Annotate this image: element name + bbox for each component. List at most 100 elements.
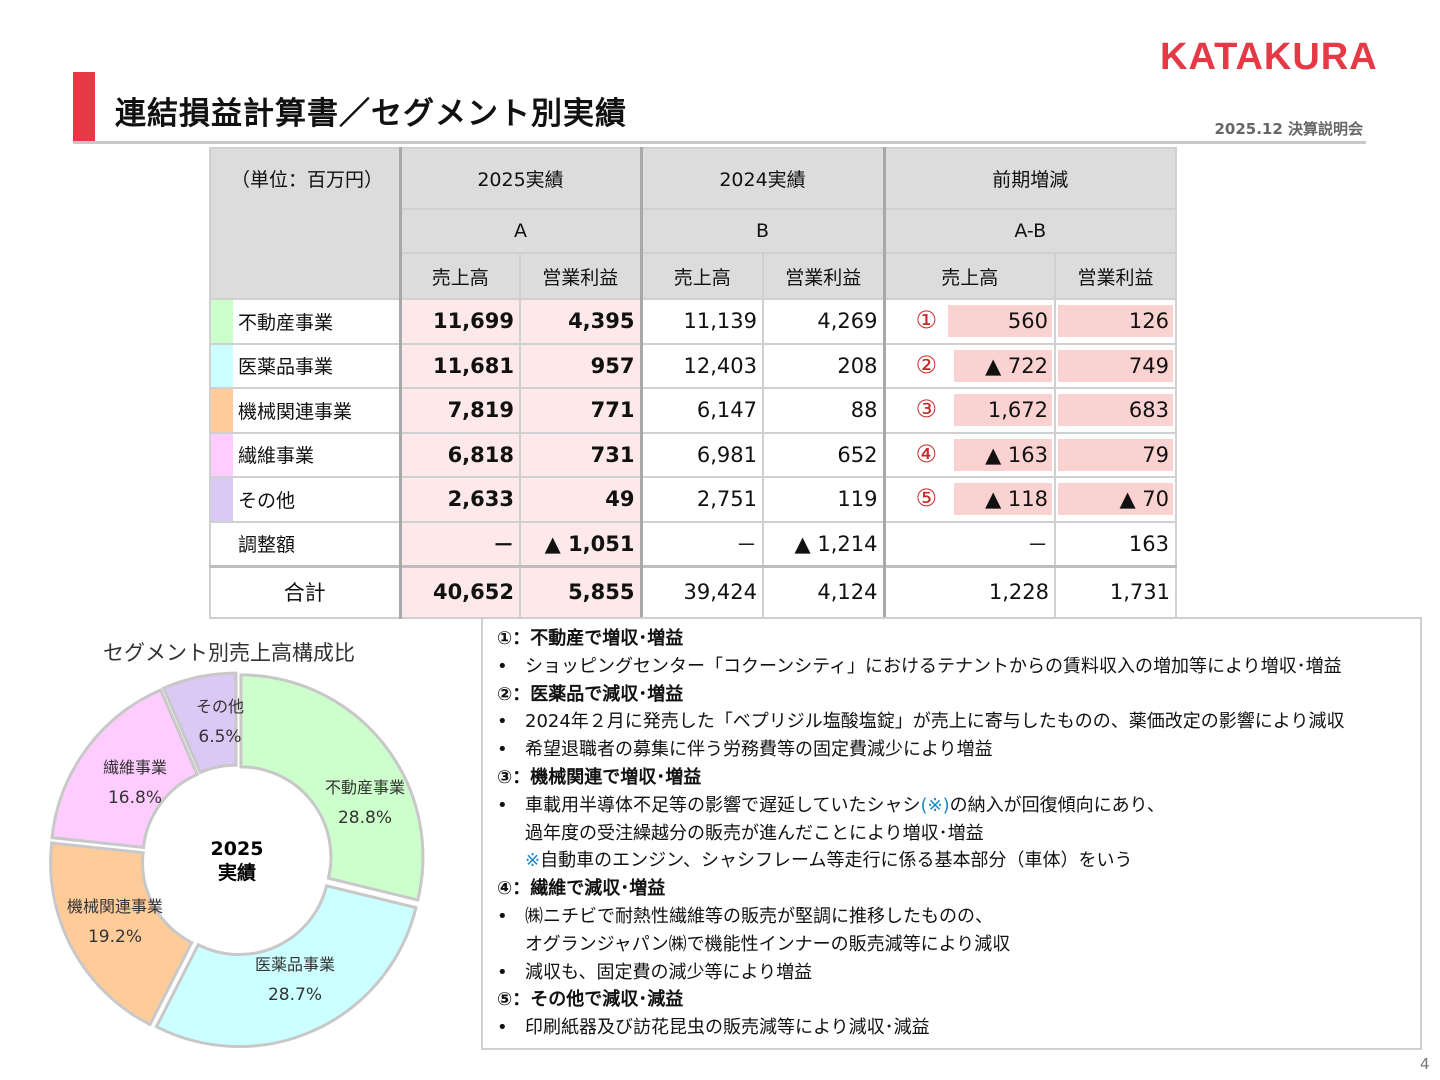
value-cell: 79	[1054, 431, 1177, 478]
note-bullet: ㈱ニチビで耐熱性繊維等の販売が堅調に推移したものの、	[497, 903, 1420, 931]
slice-percent-label: 28.7%	[268, 985, 322, 1005]
value-cell: 4,269	[762, 298, 885, 345]
value-cell: 4,395	[519, 298, 642, 345]
donut-center-label: 実績	[218, 861, 256, 884]
value-cell: 163	[1054, 520, 1177, 567]
value-cell: ▲ 70	[1054, 476, 1177, 523]
note-heading: ①：不動産で増収･増益	[497, 628, 684, 649]
note-marker: ③	[915, 395, 938, 423]
slice-percent-label: 16.8%	[108, 788, 162, 808]
slice-category-label: 繊維事業	[103, 758, 167, 777]
value-cell: 652	[762, 431, 885, 478]
value-cell: －	[882, 520, 1056, 567]
subgroup-header: A	[398, 208, 642, 254]
table-row: 不動産事業 11,699 4,395 11,139 4,269 ① 560 126	[209, 298, 1177, 345]
katakura-logo: KATAKURA	[1160, 36, 1378, 78]
page-number: 4	[1420, 1055, 1430, 1073]
value-cell: 11,699	[398, 298, 521, 345]
value-cell: ① 560	[882, 298, 1056, 345]
table-row: 調整額－ ▲ 1,051 － ▲ 1,214 － 163	[209, 520, 1177, 567]
column-header: 売上高	[882, 252, 1056, 300]
table-row: 繊維事業 6,818 731 6,981 652 ④ ▲ 163 79	[209, 431, 1177, 478]
slice-percent-label: 19.2%	[88, 927, 142, 947]
slice-percent-label: 28.8%	[338, 808, 392, 828]
column-header: 営業利益	[762, 252, 885, 300]
slice-percent-label: 6.5%	[198, 727, 241, 747]
table-row: 医薬品事業 11,681 957 12,403 208 ② ▲ 722 749	[209, 342, 1177, 389]
segment-color-swatch	[209, 431, 233, 478]
donut-slice-3	[50, 688, 200, 850]
segment-label: 機械関連事業	[233, 387, 401, 434]
segment-label: その他	[233, 476, 401, 523]
subgroup-header: B	[639, 208, 885, 254]
value-cell: ④ ▲ 163	[882, 431, 1056, 478]
subgroup-header: A-B	[882, 208, 1177, 254]
column-header: 営業利益	[1054, 252, 1177, 300]
total-row: 合計 40,652 5,855 39,424 4,124 1,228 1,731	[209, 565, 1177, 619]
segment-label: 繊維事業	[233, 431, 401, 478]
value-cell: 6,818	[398, 431, 521, 478]
footnote: ※自動車のエンジン、シャシフレーム等走行に係る基本部分（車体）をいう	[525, 850, 1133, 872]
note-bullet: 車載用半導体不足等の影響で遅延していたシャシ(※)の納入が回復傾向にあり、	[497, 792, 1420, 820]
total-label: 合計	[209, 565, 401, 619]
value-cell: 49	[519, 476, 642, 523]
value-cell: 119	[762, 476, 885, 523]
segment-sales-donut-chart: 不動産事業 28.8% 医薬品事業 28.7% 機械関連事業 19.2% 繊維事業 16.8%…	[49, 671, 425, 1049]
value-cell: －	[639, 520, 764, 567]
note-bullet: ショッピングセンター「コクーンシティ」におけるテナントからの賃料収入の増加等によ…	[497, 653, 1420, 681]
value-cell: ▲ 1,214	[762, 520, 885, 567]
value-cell: 749	[1054, 342, 1177, 389]
donut-slice-0	[239, 673, 425, 902]
note-heading: ②：医薬品で減収･増益	[497, 683, 684, 705]
note-marker: ④	[915, 439, 938, 468]
slice-category-label: 機械関連事業	[67, 897, 163, 916]
value-cell: 731	[519, 431, 642, 478]
value-cell: 6,147	[639, 387, 764, 434]
column-header: 営業利益	[519, 252, 642, 300]
value-cell: ▲ 1,051	[519, 520, 642, 567]
value-cell: 126	[1054, 298, 1177, 345]
total-value: 40,652	[398, 565, 521, 619]
group-header: 2025実績	[398, 147, 642, 210]
note-heading: ③：機械関連で増収･増益	[497, 766, 702, 788]
segment-color-swatch	[209, 298, 233, 345]
note-bullet: 減収も、固定費の減少等により増益	[497, 959, 1420, 987]
slice-category-label: 不動産事業	[325, 778, 405, 797]
total-value: 4,124	[762, 565, 885, 619]
note-bullet: 印刷紙器及び訪花昆虫の販売減等により減収･減益	[497, 1014, 1420, 1042]
slice-category-label: その他	[196, 697, 244, 716]
value-cell: ⑤ ▲ 118	[882, 476, 1056, 523]
title-accent-bar	[73, 72, 95, 141]
total-value: 1,731	[1054, 565, 1177, 619]
segment-color-swatch	[209, 387, 233, 434]
donut-center-label: 2025	[211, 838, 264, 860]
event-label: 2025.12 決算説明会	[1214, 120, 1363, 138]
value-cell: 2,751	[639, 476, 764, 523]
table-row: 機械関連事業 7,819 771 6,147 88 ③ 1,672 683	[209, 387, 1177, 434]
value-cell: 11,139	[639, 298, 764, 345]
segment-color-swatch	[209, 520, 233, 567]
value-cell: 12,403	[639, 342, 764, 389]
note-marker: ①	[915, 306, 938, 334]
value-cell: 2,633	[398, 476, 521, 523]
value-cell: 208	[762, 342, 885, 389]
value-cell: －	[398, 520, 521, 567]
value-cell: ② ▲ 722	[882, 342, 1056, 389]
value-cell: 683	[1054, 387, 1177, 434]
slice-category-label: 医薬品事業	[255, 955, 335, 974]
note-heading: ④：繊維で減収･増益	[497, 878, 666, 900]
note-marker: ⑤	[915, 484, 938, 512]
pie-title: セグメント別売上高構成比	[103, 641, 355, 665]
segment-results-table: （単位：百万円） 2025実績 2024実績 前期増減 A B A-B 売上高 営業利益 売上高営…	[209, 147, 1177, 619]
column-header: 売上高	[639, 252, 764, 300]
note-bullet: 希望退職者の募集に伴う労務費等の固定費減少により増益	[497, 736, 1420, 764]
note-marker: ②	[915, 350, 938, 379]
value-cell: 11,681	[398, 342, 521, 389]
value-cell: 7,819	[398, 387, 521, 434]
group-header: 前期増減	[882, 147, 1177, 210]
segment-color-swatch	[209, 342, 233, 389]
column-header: 売上高	[398, 252, 521, 300]
value-cell: 771	[519, 387, 642, 434]
total-value: 1,228	[882, 565, 1056, 619]
value-cell: 957	[519, 342, 642, 389]
